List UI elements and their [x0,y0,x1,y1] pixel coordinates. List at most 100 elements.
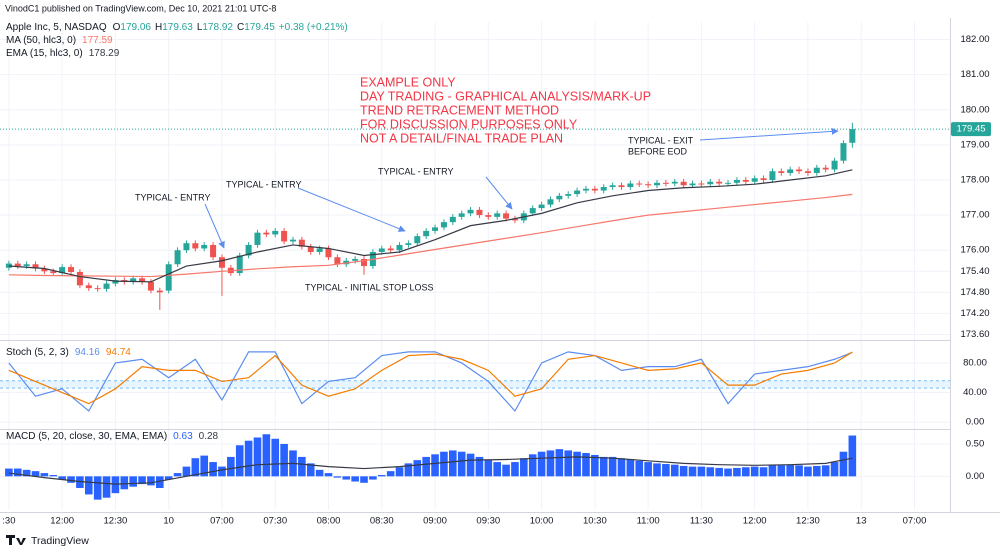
histogram-bar [386,471,395,477]
histogram-bar [528,454,537,477]
candle-body [600,187,607,191]
histogram-bar [280,443,288,477]
histogram-bar [84,476,93,495]
histogram-bar [635,460,644,477]
histogram-bar [564,450,573,477]
arrow [699,127,839,141]
annotation-label: TYPICAL - EXIT [628,135,694,145]
candle-body [503,213,510,219]
histogram-bar [244,440,253,477]
y-tick-label: 182.00 [960,34,989,45]
annotations: EXAMPLE ONLY DAY TRADING - GRAPHICAL ANA… [135,75,839,292]
legend: MA (50, hlc3, 0) 177.59 [6,35,113,46]
y-tick-label: 179.00 [960,139,989,150]
candle-body [627,183,634,188]
candle-body [23,264,30,267]
histogram-bar [377,475,386,477]
candle-body [449,216,456,223]
candle-body [529,208,536,214]
candle-body [405,243,412,245]
legend-value: +0.38 (+0.21%) [279,22,348,33]
candle-body [787,169,794,173]
candle-body [804,171,811,173]
candle-body [94,288,101,290]
candle-body [769,171,776,180]
candle-body [5,263,12,268]
candle-body [476,209,483,216]
candle-body [298,239,305,247]
x-tick-label: 07:00 [210,516,234,527]
histogram-bar [697,466,706,477]
x-tick-label: 12:30 [104,516,128,527]
y-tick-label: 0.50 [966,438,985,449]
legend-title: Stoch (5, 2, 3) [6,347,69,358]
candle-body [139,278,146,282]
y-tick-label: 80.00 [963,357,987,368]
candle-body [112,280,119,284]
series-line [8,193,853,278]
x-tick-label: 08:00 [317,516,341,527]
last-price-box [951,122,991,137]
histogram-bar [440,451,448,477]
histogram-bar [173,473,182,477]
histogram-bar [431,454,439,477]
legend-label: O [113,22,121,33]
histogram-bar [13,468,22,477]
y-tick-label: 177.00 [960,210,989,221]
histogram-bar [324,473,333,477]
histogram-bar [449,450,457,477]
candle-body [698,183,705,185]
candle-body [414,236,421,244]
annotation-label: TYPICAL - ENTRY [226,179,302,189]
candle-body [680,181,687,186]
series-line [8,169,853,283]
candle-body [423,230,430,237]
histogram-bar [786,464,794,477]
series-line [8,351,853,405]
legend-value: 179.06 [120,22,151,33]
histogram-bar [759,467,768,477]
histogram-bar [191,458,200,477]
histogram-bar [688,466,697,477]
candle-body [467,209,474,214]
candle-body [733,180,740,183]
histogram-bar [76,476,84,488]
candle-body [263,232,270,235]
histogram-bar [404,463,413,477]
histogram-bar [369,476,377,480]
histogram-bar [475,456,484,477]
note-line: NOT A DETAIL/FINAL TRADE PLAN [360,131,563,145]
plot: 182.00 181.00 180.00 179.00 178.00 177.00 176.… [0,22,991,527]
candle-body [272,230,279,235]
candle-body [849,129,856,143]
candle-body [662,182,669,184]
y-tick-label: 0.00 [966,417,985,428]
note-line: DAY TRADING - GRAPHICAL ANALYSIS/MARK-UP [360,89,651,103]
histogram-bar [724,468,732,477]
histogram-bar [733,467,741,477]
brand: TradingView [31,535,89,547]
legend-label: L [197,22,203,33]
histogram-bar [138,476,146,485]
histogram-bar [555,449,564,477]
legend-label: H [155,22,162,33]
histogram-bar [413,460,422,477]
candle-body [511,218,518,221]
candle-body [556,195,563,200]
histogram-bar [608,456,617,477]
candle-body [156,290,163,293]
histogram-bar [5,468,13,477]
candle-body [778,171,785,173]
note-line: FOR DISCUSSION PURPOSES ONLY [360,117,578,131]
histogram-bar [360,476,368,483]
candle-body [618,185,625,188]
candle-body [254,232,261,245]
histogram-bar [315,469,324,477]
candle-body [432,227,439,231]
x-tick-label: 07:00 [903,516,927,527]
y-tick-label: 173.60 [960,329,989,340]
histogram-bar [662,464,670,477]
y-tick-label: 181.00 [960,69,989,80]
x-tick-label: 07:30 [263,516,287,527]
